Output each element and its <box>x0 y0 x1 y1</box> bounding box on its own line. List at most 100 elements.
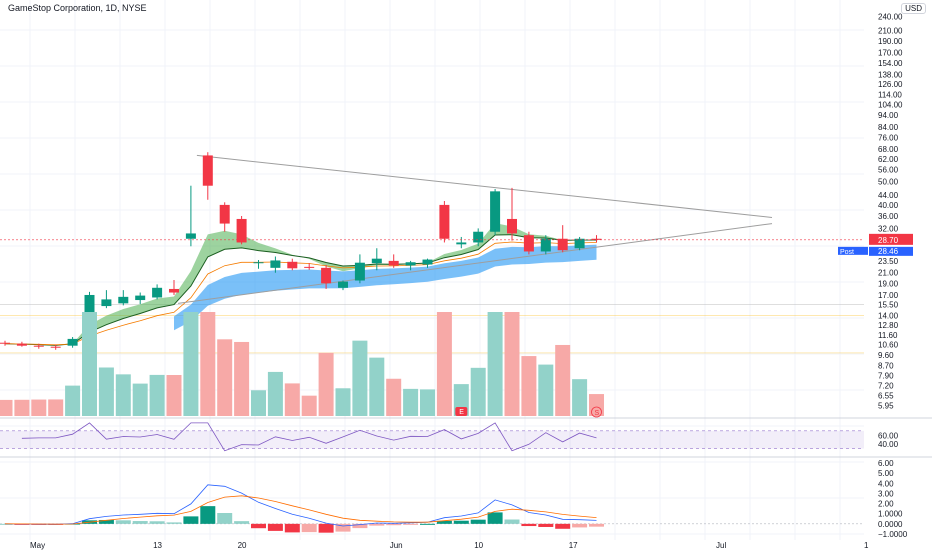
macd-tick-label: 1.0000 <box>878 510 903 519</box>
candle-body <box>557 238 568 251</box>
price-tick-label: 11.60 <box>878 331 898 340</box>
price-tick-label: 170.00 <box>878 49 903 58</box>
macd-tick-label: −1.0000 <box>878 530 908 539</box>
macd-histogram-bar <box>98 519 114 524</box>
split-marker: S <box>595 410 600 417</box>
candle-body <box>388 260 399 266</box>
macd-histogram-bar <box>335 523 351 532</box>
macd-tick-label: 6.00 <box>878 459 894 468</box>
volume-bar <box>31 399 47 416</box>
volume-bar <box>470 367 486 416</box>
price-tick-label: 10.60 <box>878 341 899 350</box>
macd-histogram-bar <box>487 512 503 524</box>
macd-histogram-bar <box>318 523 334 533</box>
price-tick-label: 8.70 <box>878 361 894 370</box>
candle-body <box>321 267 332 284</box>
ema-line <box>4 234 597 346</box>
volume-bar <box>403 388 419 416</box>
post-price-value-tag <box>869 246 913 256</box>
price-tick-label: 154.00 <box>878 59 903 68</box>
candle-body <box>490 191 501 232</box>
candle-body <box>473 231 484 243</box>
candle-body <box>33 345 44 347</box>
last-price-label: 28.70 <box>878 236 899 245</box>
macd-histogram-bar <box>267 523 283 531</box>
price-tick-label: 6.55 <box>878 391 894 400</box>
ema-ribbon-slow <box>174 244 597 331</box>
candle-body <box>270 260 281 268</box>
macd-tick-label: 0.0000 <box>878 520 903 529</box>
macd-histogram-bar <box>589 523 604 527</box>
price-tick-label: 84.00 <box>878 123 899 132</box>
price-tick-label: 9.60 <box>878 351 894 360</box>
sma-line <box>4 241 597 346</box>
macd-histogram-bar <box>572 523 588 528</box>
candle-body <box>202 155 213 186</box>
macd-histogram-bar <box>217 513 233 524</box>
volume-bar <box>521 356 537 416</box>
price-tick-label: 5.95 <box>878 401 894 410</box>
macd-histogram-bar <box>436 520 452 524</box>
trendline-lower <box>177 223 773 304</box>
candle-body <box>152 287 163 298</box>
macd-histogram-bar <box>420 523 435 525</box>
price-tick-label: 114.00 <box>878 91 902 100</box>
macd-histogram-bar <box>301 523 317 533</box>
candle-body <box>253 262 264 264</box>
macd-histogram-bar <box>115 520 131 524</box>
price-tick-label: 17.00 <box>878 291 899 300</box>
volume-bar <box>166 374 182 416</box>
candle-body <box>338 281 348 288</box>
price-tick-label: 21.00 <box>878 269 899 278</box>
time-axis-label: 17 <box>569 541 578 550</box>
volume-bar <box>369 357 385 416</box>
volume-bar <box>217 339 233 416</box>
volume-bar <box>183 312 199 416</box>
price-tick-label: 12.80 <box>878 321 899 330</box>
rsi-line <box>21 422 597 452</box>
price-tick-label: 44.00 <box>878 191 899 200</box>
volume-bar <box>234 341 250 416</box>
price-tick-label: 68.00 <box>878 145 899 154</box>
price-tick-label: 62.00 <box>878 155 899 164</box>
candle-body <box>169 288 179 293</box>
volume-bar <box>200 312 216 416</box>
price-tick-label: 240.00 <box>878 12 903 21</box>
macd-histogram-bar <box>555 523 571 529</box>
time-axis-label: May <box>30 541 45 550</box>
price-tick-label: 104.00 <box>878 100 903 109</box>
rsi-tick-label: 40.00 <box>878 440 899 449</box>
candle-body <box>540 238 551 252</box>
candle-body <box>16 343 27 346</box>
macd-histogram-bar <box>284 523 300 533</box>
volume-bar <box>48 399 64 416</box>
volume-bar <box>352 340 368 416</box>
candle-body <box>507 218 517 234</box>
macd-tick-label: 3.00 <box>878 489 894 498</box>
currency-button[interactable]: USD <box>901 3 926 14</box>
price-tick-label: 76.00 <box>878 133 899 142</box>
volume-bar <box>301 395 317 416</box>
macd-histogram-bar <box>166 522 182 524</box>
candle-body <box>135 295 146 301</box>
trendline-upper <box>196 154 773 218</box>
post-price-tag <box>838 246 868 255</box>
volume-bar <box>386 378 402 416</box>
candle-body <box>236 218 247 243</box>
volume-bar <box>555 344 571 416</box>
macd-tick-label: 5.00 <box>878 469 894 478</box>
volume-bar <box>251 390 266 416</box>
volume-bar <box>115 374 131 416</box>
macd-histogram-bar <box>149 521 165 524</box>
candle-body <box>67 338 78 346</box>
candle-body <box>0 342 10 344</box>
macd-histogram-bar <box>453 520 469 524</box>
chart-title: GameStop Corporation, 1D, NYSE <box>8 3 147 13</box>
volume-bar <box>318 352 334 416</box>
candle-body <box>50 346 61 348</box>
macd-histogram-bar <box>251 523 266 529</box>
macd-histogram-bar <box>403 523 419 525</box>
macd-tick-label: 4.00 <box>878 479 894 488</box>
price-tick-label: 94.00 <box>878 111 899 120</box>
